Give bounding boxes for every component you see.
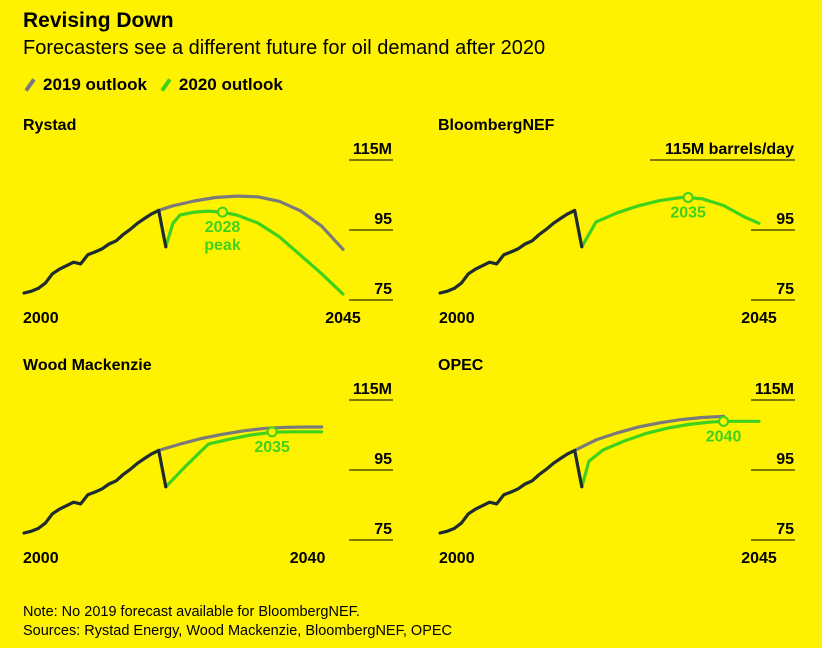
series-line-2020 <box>164 209 345 296</box>
legend: 2019 outlook 2020 outlook <box>23 75 283 95</box>
y-tick-label: 95 <box>374 451 392 468</box>
peak-label: 2035 <box>254 439 290 456</box>
legend-item-2020: 2020 outlook <box>159 75 283 95</box>
peak-marker <box>682 191 694 203</box>
peak-marker <box>718 415 730 427</box>
series-line-2019 <box>573 414 726 452</box>
y-tick-label: 75 <box>776 281 794 298</box>
series-line-history <box>438 208 584 295</box>
panel-title: OPEC <box>438 357 484 374</box>
x-tick-label: 2045 <box>741 310 777 327</box>
x-tick-label: 2000 <box>23 310 59 327</box>
panel-title: Wood Mackenzie <box>23 357 152 374</box>
legend-item-2019: 2019 outlook <box>23 75 147 95</box>
y-tick-label: 95 <box>776 451 794 468</box>
x-tick-label: 2000 <box>439 310 475 327</box>
x-tick-label: 2040 <box>290 550 326 567</box>
series-line-2020 <box>580 419 761 489</box>
y-tick-label: 115M barrels/day <box>665 141 794 158</box>
x-tick-label: 2045 <box>741 550 777 567</box>
panel-wood-mackenzie: Wood Mackenzie 115M 95 75 2000 2040 2035 <box>22 357 393 567</box>
x-tick-label: 2045 <box>325 310 361 327</box>
legend-label-2020: 2020 outlook <box>178 75 283 94</box>
panel-title: Rystad <box>23 117 76 134</box>
legend-label-2019: 2019 outlook <box>43 75 147 94</box>
y-tick-label: 115M <box>755 381 794 398</box>
series-line-2019 <box>157 194 345 251</box>
peak-marker <box>216 206 228 218</box>
series-line-history <box>22 448 168 535</box>
peak-label: 2028 <box>205 219 241 236</box>
footer-sources: Sources: Rystad Energy, Wood Mackenzie, … <box>23 623 453 639</box>
y-tick-label: 95 <box>776 211 794 228</box>
peak-label: peak <box>204 237 241 254</box>
y-tick-label: 75 <box>776 521 794 538</box>
y-tick-label: 75 <box>374 521 392 538</box>
footer-notes: Note: No 2019 forecast available for Blo… <box>23 603 452 641</box>
panel-title: BloombergNEF <box>438 117 555 134</box>
chart-subtitle: Forecasters see a different future for o… <box>23 37 546 59</box>
peak-label: 2040 <box>706 428 742 445</box>
x-tick-label: 2000 <box>23 550 59 567</box>
series-line-history <box>438 448 584 535</box>
series-line-2020 <box>164 430 324 489</box>
series-line-history <box>22 208 168 295</box>
y-tick-label: 115M <box>353 141 392 158</box>
series-line-2019 <box>157 425 324 452</box>
y-tick-label: 75 <box>374 281 392 298</box>
peak-label: 2035 <box>670 204 706 221</box>
y-tick-label: 95 <box>374 211 392 228</box>
x-tick-label: 2000 <box>439 550 475 567</box>
chart-title: Revising Down <box>23 9 174 32</box>
panel-opec: OPEC 115M 95 75 2000 2045 2040 <box>438 357 795 567</box>
series-line-2020 <box>580 195 761 249</box>
peak-marker <box>266 426 278 438</box>
panel-bloombergnef: BloombergNEF 115M barrels/day 95 75 2000 2045… <box>438 117 795 327</box>
footer-note: Note: No 2019 forecast available for Blo… <box>23 604 360 620</box>
y-tick-label: 115M <box>353 381 392 398</box>
